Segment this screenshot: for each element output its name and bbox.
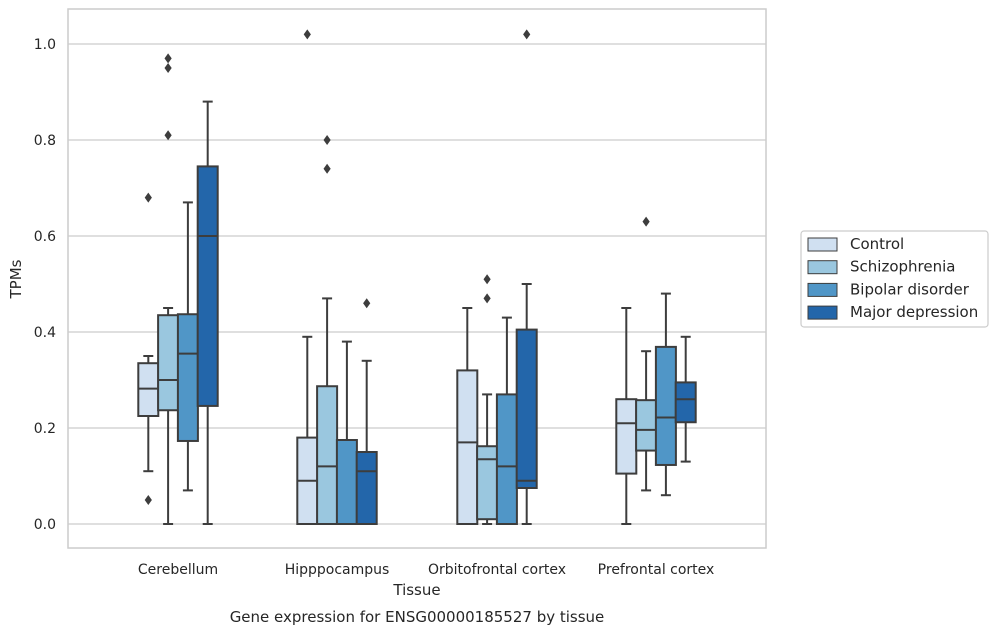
legend-swatch — [807, 305, 838, 320]
legend-item: Major depression — [807, 303, 978, 321]
outlier-point — [144, 192, 152, 203]
box-bipolar-disorder — [335, 340, 358, 525]
box-iqr — [635, 399, 658, 452]
box-iqr — [335, 439, 358, 525]
x-axis-label: Tissue — [392, 581, 440, 599]
outlier-point — [164, 130, 172, 141]
box-major-depression — [515, 29, 538, 525]
outlier-point — [483, 293, 491, 304]
legend-label: Control — [850, 235, 904, 253]
box-schizophrenia — [316, 135, 339, 525]
box-major-depression — [674, 335, 697, 463]
outlier-point — [323, 163, 331, 174]
box-bipolar-disorder — [176, 201, 199, 492]
box-iqr — [615, 398, 638, 475]
box-iqr — [495, 393, 518, 525]
legend-swatch — [807, 260, 838, 275]
legend-swatch — [807, 237, 838, 252]
legend-item: Bipolar disorder — [807, 280, 970, 298]
outlier-point — [164, 53, 172, 64]
y-tick-label: 0.6 — [34, 229, 56, 245]
y-tick-label: 0.2 — [34, 421, 56, 437]
x-tick-label: Hipppocampus — [285, 562, 390, 578]
box-control — [615, 307, 638, 525]
legend-swatch — [807, 282, 838, 297]
box-schizophrenia — [635, 216, 658, 492]
box-control — [456, 307, 479, 525]
plot-area-frame — [67, 8, 767, 549]
outlier-point — [363, 298, 371, 309]
box-bipolar-disorder — [654, 292, 677, 497]
legend-label: Major depression — [850, 303, 978, 321]
box-iqr — [476, 445, 499, 521]
y-axis-label: TPMs — [7, 259, 25, 299]
outlier-point — [523, 29, 531, 40]
x-tick-label: Cerebellum — [138, 562, 218, 578]
box-control — [137, 192, 160, 505]
y-tick-label: 0.0 — [34, 517, 56, 533]
box-iqr — [515, 328, 538, 489]
outlier-point — [144, 495, 152, 505]
y-tick-label: 1.0 — [34, 37, 56, 53]
box-iqr — [316, 385, 339, 525]
box-schizophrenia — [157, 53, 180, 525]
box-iqr — [196, 165, 219, 407]
legend-label: Schizophrenia — [850, 258, 955, 276]
legend: Control Schizophrenia Bipolar disorder Majo… — [800, 230, 989, 328]
box-iqr — [157, 314, 180, 412]
box-major-depression — [196, 100, 219, 525]
box-schizophrenia — [476, 274, 499, 525]
outlier-point — [483, 274, 491, 285]
outlier-point — [164, 63, 172, 73]
y-tick-labels: 0.0 0.2 0.4 0.6 0.8 1.0 — [34, 37, 56, 533]
box-bipolar-disorder — [495, 316, 518, 525]
boxes-layer — [137, 29, 697, 526]
chart-caption: Gene expression for ENSG00000185527 by t… — [230, 608, 605, 626]
box-iqr — [355, 451, 378, 525]
box-iqr — [456, 369, 479, 525]
legend-item: Control — [807, 235, 904, 253]
x-tick-label: Prefrontal cortex — [598, 562, 715, 578]
legend-frame — [800, 230, 989, 328]
box-control — [296, 29, 319, 526]
box-iqr — [654, 345, 677, 466]
y-tick-label: 0.4 — [34, 325, 56, 341]
outlier-point — [323, 135, 331, 145]
x-tick-label: Orbitofrontal cortex — [428, 562, 566, 578]
y-tick-label: 0.8 — [34, 133, 56, 149]
box-major-depression — [355, 298, 378, 525]
legend-label: Bipolar disorder — [850, 280, 970, 298]
box-iqr — [674, 381, 697, 424]
legend-item: Schizophrenia — [807, 258, 955, 276]
outlier-point — [303, 29, 311, 40]
outlier-point — [642, 216, 650, 227]
x-tick-labels: Cerebellum Hipppocampus Orbitofrontal cort… — [138, 562, 714, 578]
box-iqr — [176, 313, 199, 442]
